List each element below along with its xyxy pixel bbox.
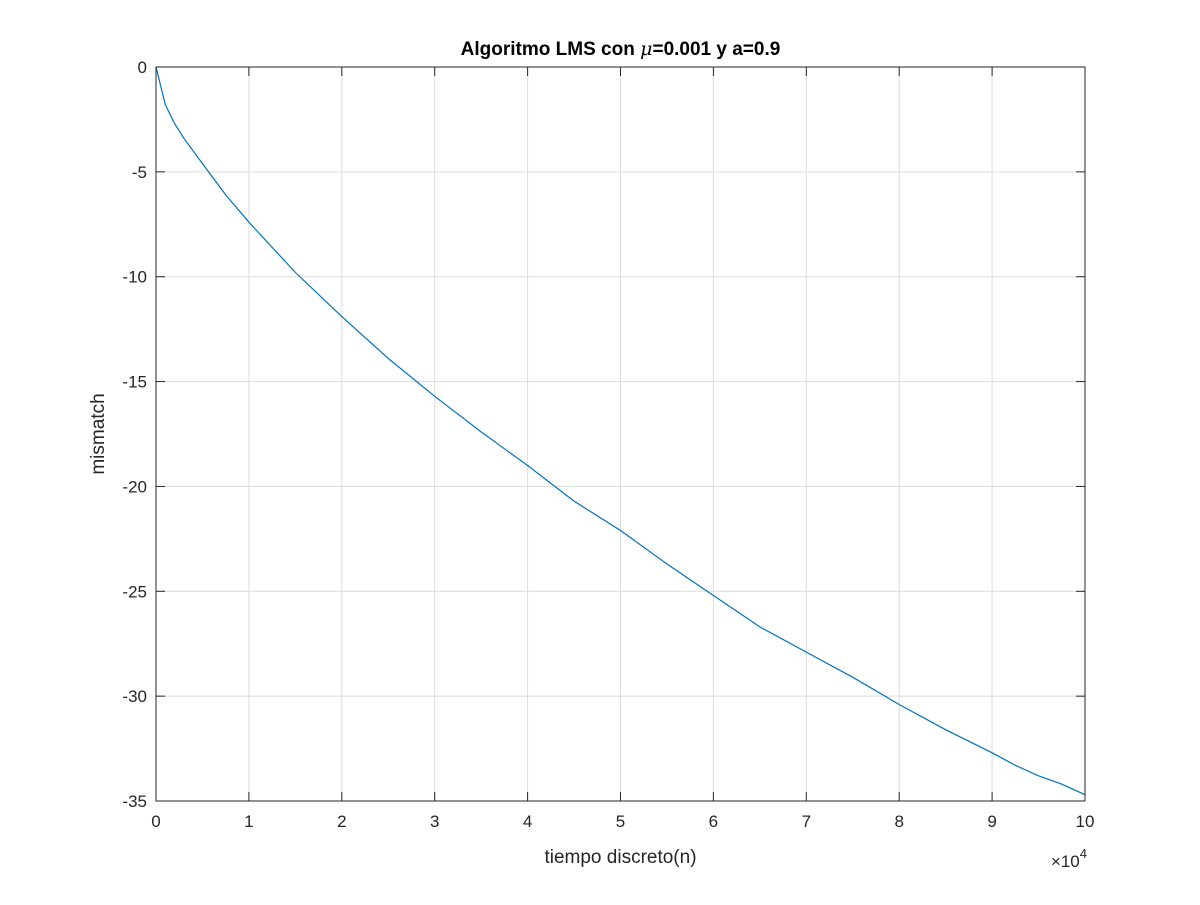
y-axis-label: mismatch [88,393,109,474]
x-exponent-base: ×10 [1051,852,1080,871]
y-tick-label: 0 [138,58,147,77]
x-tick-label: 8 [894,812,903,831]
x-tick-labels: 0 1 2 3 4 5 6 7 8 9 10 [151,812,1094,831]
x-exponent-label: ×104 [1051,846,1087,871]
y-tick-label: -10 [122,268,147,287]
x-tick-label: 5 [616,812,625,831]
x-tick-label: 3 [430,812,439,831]
y-tick-label: -20 [122,477,147,496]
y-tick-label: -30 [122,687,147,706]
chart-title: Algoritmo LMS con μ=0.001 y a=0.9 [461,38,781,60]
x-tick-label: 4 [523,812,532,831]
x-tick-label: 10 [1076,812,1095,831]
x-exponent-power: 4 [1080,846,1087,861]
ticks [155,66,1086,802]
grid [155,66,1086,802]
y-tick-label: -15 [122,373,147,392]
series-line [155,66,1086,796]
chart-title-symbol: μ [640,38,652,60]
x-tick-label: 9 [987,812,996,831]
y-tick-label: -25 [122,582,147,601]
chart-title-end: =0.001 y a=0.9 [652,39,780,60]
chart-title-start: Algoritmo LMS con [461,39,640,60]
x-tick-label: 6 [709,812,718,831]
x-tick-label: 1 [244,812,253,831]
x-axis-label: tiempo discreto(n) [544,847,696,868]
x-tick-label: 2 [337,812,346,831]
y-tick-labels: 0 -5 -10 -15 -20 -25 -30 -35 [122,58,147,811]
x-tick-label: 7 [802,812,811,831]
series-layer [155,66,1086,796]
x-tick-label: 0 [151,812,160,831]
y-tick-label: -5 [132,163,147,182]
y-tick-label: -35 [122,792,147,811]
